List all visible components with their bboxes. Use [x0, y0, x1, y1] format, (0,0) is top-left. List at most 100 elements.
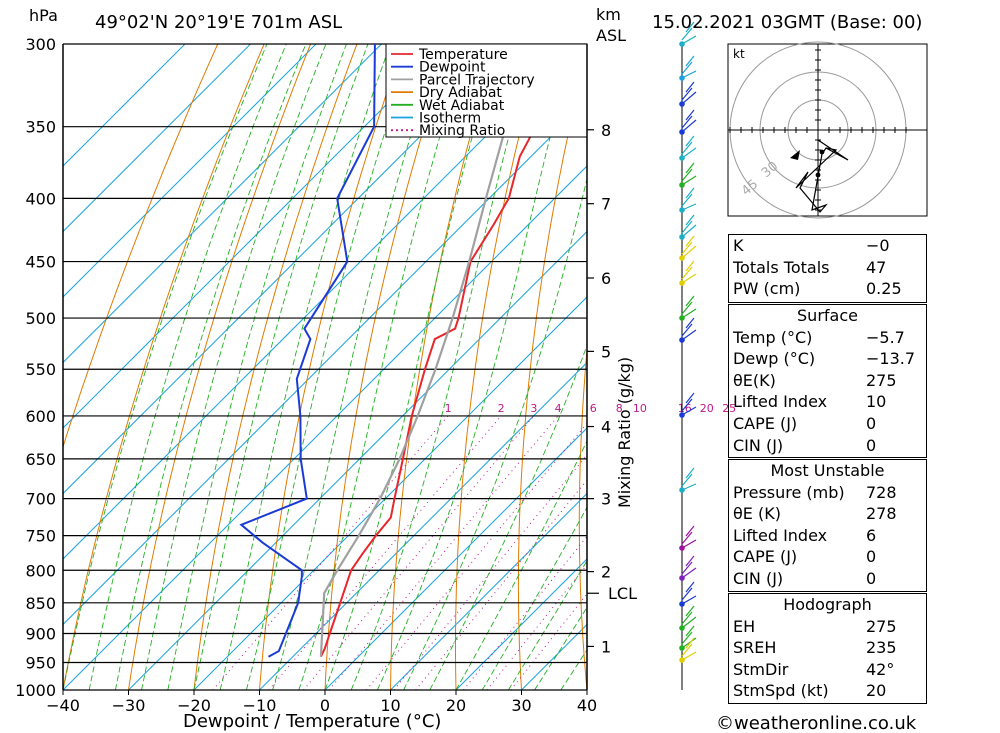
lcl-label: LCL	[608, 584, 637, 603]
row-value: 10	[866, 392, 887, 412]
height-tick-label: 3	[601, 490, 611, 509]
hodograph-title: Hodograph	[783, 595, 872, 614]
x-axis-title: Dewpoint / Temperature (°C)	[183, 711, 441, 732]
pressure-tick-label: 350	[25, 118, 56, 137]
table-row: CIN (J) 0	[729, 435, 926, 457]
wind-barb	[681, 625, 697, 649]
wind-barb	[681, 187, 697, 211]
height-unit-asl-label: ASL	[596, 26, 626, 45]
table-row: θE (K) 278	[729, 503, 926, 525]
hodograph-point	[815, 172, 821, 178]
precipitable-water-value: 0.25	[866, 279, 902, 299]
mixing-ratio-label: 1	[445, 402, 452, 415]
precipitable-water-label: PW (cm)	[733, 279, 801, 299]
row-label: CAPE (J)	[733, 547, 798, 567]
table-row: EH 275	[729, 616, 926, 638]
isotherm-line	[259, 361, 587, 690]
totals-totals-label: Totals Totals	[733, 257, 830, 277]
row-label: CIN (J)	[733, 435, 784, 455]
wind-barb	[681, 392, 697, 416]
table-row: Pressure (mb) 728	[729, 482, 926, 504]
wet-adiabat-line	[481, 506, 587, 690]
hodograph-table: Hodograph EH 275 SREH 235 StmDir 42° StmSpd (k…	[728, 593, 927, 704]
mixing-ratio-line	[303, 415, 535, 690]
row-label: Lifted Index	[733, 392, 828, 412]
mixing-ratio-line	[268, 415, 502, 690]
wet-adiabat-line	[324, 44, 500, 690]
height-tick-label: 6	[601, 269, 611, 288]
x-tick-label: 10	[380, 696, 400, 715]
table-row: StmDir 42°	[729, 659, 926, 681]
wind-barb	[681, 467, 697, 491]
wet-adiabat-line	[193, 44, 369, 690]
legend-label: Wet Adiabat	[419, 98, 505, 114]
dry-adiabat-line	[390, 44, 497, 690]
pressure-tick-label: 850	[25, 594, 56, 613]
row-value: −13.7	[866, 349, 916, 369]
pressure-tick-label: 550	[25, 360, 56, 379]
wind-barb	[681, 135, 697, 159]
wind-barb	[681, 317, 697, 341]
pressure-tick-label: 650	[25, 450, 56, 469]
datetime-label: 15.02.2021 03GMT (Base: 00)	[652, 12, 922, 33]
wind-barb	[681, 525, 697, 549]
row-value: 0	[866, 413, 877, 433]
wind-barb	[681, 109, 697, 133]
table-row: Lifted Index 6	[729, 525, 926, 547]
dry-adiabat-line	[638, 44, 682, 690]
row-value: 275	[866, 616, 897, 636]
mixing-ratio-label: 10	[633, 402, 647, 415]
x-tick-label: −20	[177, 696, 211, 715]
row-value: 278	[866, 504, 897, 524]
legend-box	[385, 43, 588, 138]
wind-barb	[681, 235, 697, 259]
row-value: 0	[866, 547, 877, 567]
isotherm-line	[63, 44, 382, 364]
row-value: 275	[866, 370, 897, 390]
pressure-tick-label: 600	[25, 407, 56, 426]
most-unstable-title: Most Unstable	[770, 461, 885, 480]
legend-label: Dry Adiabat	[419, 85, 502, 101]
height-tick-label: 1	[601, 637, 611, 656]
isotherm-line	[324, 427, 587, 690]
row-label: SREH	[733, 638, 777, 658]
pressure-tick-label: 1000	[15, 681, 56, 700]
legend-label: Parcel Trajectory	[419, 72, 535, 88]
dry-adiabat-line	[958, 44, 1000, 690]
mixing-ratio-label: 25	[722, 402, 736, 415]
isotherm-line	[63, 44, 186, 167]
x-tick-label: 40	[577, 696, 597, 715]
row-label: Temp (°C)	[733, 327, 813, 347]
wet-adiabat-line	[63, 44, 268, 690]
wind-barb	[681, 637, 697, 661]
wet-adiabat-line	[350, 44, 535, 690]
mixing-ratio-axis-title: Mixing Ratio (g/kg)	[615, 357, 634, 508]
hodograph-trace	[795, 139, 849, 213]
surface-table: Surface Temp (°C) −5.7 Dewp (°C) −13.7 θE(K)…	[728, 304, 927, 458]
height-tick-label: 4	[601, 418, 611, 437]
wind-barb	[681, 81, 697, 105]
row-value: 42°	[866, 659, 895, 679]
pressure-unit-label: hPa	[29, 6, 58, 25]
row-value: 235	[866, 638, 897, 658]
pressure-tick-label: 750	[25, 527, 56, 546]
surface-title: Surface	[797, 306, 858, 325]
table-row: StmSpd (kt) 20	[729, 680, 926, 702]
wet-adiabat-line	[167, 44, 347, 690]
isotherm-line	[390, 492, 587, 690]
pressure-tick-label: 700	[25, 490, 56, 509]
copyright-label: ©weatheronline.co.uk	[716, 713, 917, 733]
x-tick-label: −40	[46, 696, 80, 715]
legend-label: Temperature	[418, 47, 508, 63]
row-value: 0	[866, 568, 877, 588]
wind-barb	[681, 214, 697, 238]
wind-barb	[681, 555, 697, 579]
table-row: CAPE (J) 0	[729, 413, 926, 435]
x-tick-label: 30	[511, 696, 531, 715]
row-value: 0	[866, 435, 877, 455]
indices-table: K −0 Totals Totals 47 PW (cm) 0.25	[728, 234, 927, 303]
height-unit-label: km	[596, 5, 621, 24]
mixing-ratio-label: 6	[590, 402, 597, 415]
row-label: CAPE (J)	[733, 413, 798, 433]
row-value: −5.7	[866, 327, 905, 347]
